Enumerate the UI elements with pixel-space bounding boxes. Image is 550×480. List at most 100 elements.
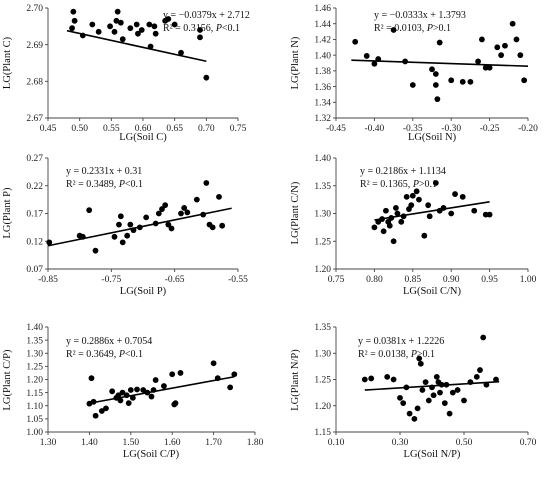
data-point — [425, 202, 432, 209]
y-axis-title: LG(Plant C) — [2, 36, 13, 89]
data-point — [130, 227, 137, 234]
y-tick-label: 1.05 — [26, 415, 43, 425]
data-point — [443, 381, 450, 388]
x-tick-label: 0.90 — [443, 275, 460, 285]
data-point — [181, 205, 188, 211]
x-tick-label: 1.40 — [81, 438, 98, 448]
r-squared: R² = 0.0138, — [358, 349, 411, 360]
chart-panel-soil-np: LG(Plant N/P) LG(Soil N/P) y = 0.0381x +… — [290, 323, 537, 460]
data-point — [409, 192, 416, 199]
data-point — [449, 389, 456, 396]
x-tick-label: 0.85 — [404, 275, 421, 285]
data-point — [98, 408, 105, 414]
data-point — [193, 196, 200, 203]
regression-equation: y = −0.0379x + 2.712 — [163, 10, 250, 21]
data-point — [146, 21, 153, 28]
y-tick-label: 2.67 — [26, 114, 43, 124]
y-axis-title-text: LG(Plant P) — [2, 187, 13, 239]
y-tick-label: 1.00 — [26, 428, 43, 438]
x-axis-title: LG(Soil C/P) — [123, 449, 180, 460]
data-point — [152, 30, 159, 37]
x-tick-label: -0.25 — [480, 124, 500, 134]
data-point — [436, 39, 443, 46]
data-point — [452, 191, 458, 197]
x-tick-label: 1.30 — [40, 438, 57, 448]
x-tick-label: 1.80 — [247, 438, 264, 448]
data-point — [178, 210, 184, 217]
data-point — [368, 375, 375, 382]
data-point — [117, 19, 124, 26]
y-tick-label: 1.20 — [314, 265, 331, 275]
data-point — [136, 224, 143, 231]
data-point — [403, 193, 410, 200]
data-point — [440, 205, 447, 211]
y-tick-label: 1.46 — [314, 4, 331, 14]
plot-marks: 0.45 0.50 0.55 0.60 0.65 0.70 0.75 2.67 2.68 2.69… — [26, 4, 246, 134]
y-tick-label: 0.22 — [26, 182, 43, 192]
data-point — [417, 360, 424, 367]
data-point — [127, 221, 134, 228]
data-point — [123, 392, 130, 399]
x-axis-title: LG(Soil N/P) — [404, 449, 461, 460]
data-point — [390, 238, 397, 245]
p-symbol: P — [410, 349, 417, 360]
data-point — [203, 180, 210, 186]
y-tick-label: 1.20 — [314, 402, 331, 412]
data-point — [107, 23, 113, 30]
data-point — [210, 360, 217, 367]
p-value: >0.1 — [433, 23, 451, 34]
data-point — [95, 28, 102, 35]
data-point — [394, 210, 401, 217]
data-point — [480, 334, 487, 341]
y-tick-label: 1.25 — [314, 376, 331, 386]
data-point — [517, 52, 524, 59]
data-point — [119, 389, 126, 396]
data-point — [371, 60, 378, 67]
plot-marks: 1.30 1.40 1.50 1.60 1.70 1.80 1.00 1.05 1.10 1.15… — [26, 323, 263, 448]
regression-stats: R² = 0.0103, P>0.1 — [374, 23, 451, 34]
r-squared: R² = 0.1365, — [360, 179, 413, 190]
data-point — [432, 180, 439, 186]
data-point — [161, 383, 167, 389]
data-point — [375, 56, 382, 62]
chart-panel-soil-p: LG(Plant P) LG(Soil P) y = 0.2331x + 0.3… — [2, 154, 248, 297]
data-point — [397, 394, 403, 401]
data-point — [125, 400, 132, 407]
data-point — [116, 221, 122, 228]
data-point — [390, 376, 397, 383]
r-squared: R² = 0.3649, — [66, 349, 119, 360]
data-point — [448, 77, 455, 84]
data-point — [169, 371, 176, 378]
x-tick-label: 0.80 — [366, 275, 383, 285]
data-point — [140, 387, 147, 393]
data-point — [148, 393, 155, 400]
x-tick-label: -0.45 — [326, 124, 346, 134]
x-tick-label: 0.70 — [198, 124, 215, 134]
y-tick-label: 0.12 — [26, 237, 43, 247]
data-point — [172, 400, 179, 407]
data-point — [441, 400, 448, 407]
regression-stats: R² = 0.3649, P<0.1 — [66, 349, 143, 360]
x-axis-title: LG(Soil C/N) — [403, 286, 462, 297]
data-point — [155, 210, 162, 217]
y-tick-label: 1.20 — [26, 376, 43, 386]
data-point — [414, 405, 421, 412]
x-axis-title: LG(Soil N) — [408, 132, 457, 143]
y-tick-label: 1.32 — [314, 114, 331, 124]
p-symbol: P — [412, 179, 419, 190]
data-point — [111, 28, 118, 35]
x-tick-label: 1.50 — [122, 438, 139, 448]
data-point — [513, 36, 520, 43]
data-point — [134, 386, 140, 393]
x-axis-title: LG(Soil C) — [119, 132, 167, 143]
y-axis-title-text: LG(Plant N) — [290, 36, 301, 89]
y-tick-label: 1.38 — [314, 67, 331, 77]
y-tick-label: 1.25 — [314, 237, 331, 247]
data-point — [117, 397, 124, 404]
x-tick-label: 0.50 — [71, 124, 88, 134]
data-point — [419, 387, 426, 393]
data-point — [197, 34, 203, 41]
data-point — [119, 239, 126, 246]
y-tick-label: 2.69 — [26, 41, 43, 51]
